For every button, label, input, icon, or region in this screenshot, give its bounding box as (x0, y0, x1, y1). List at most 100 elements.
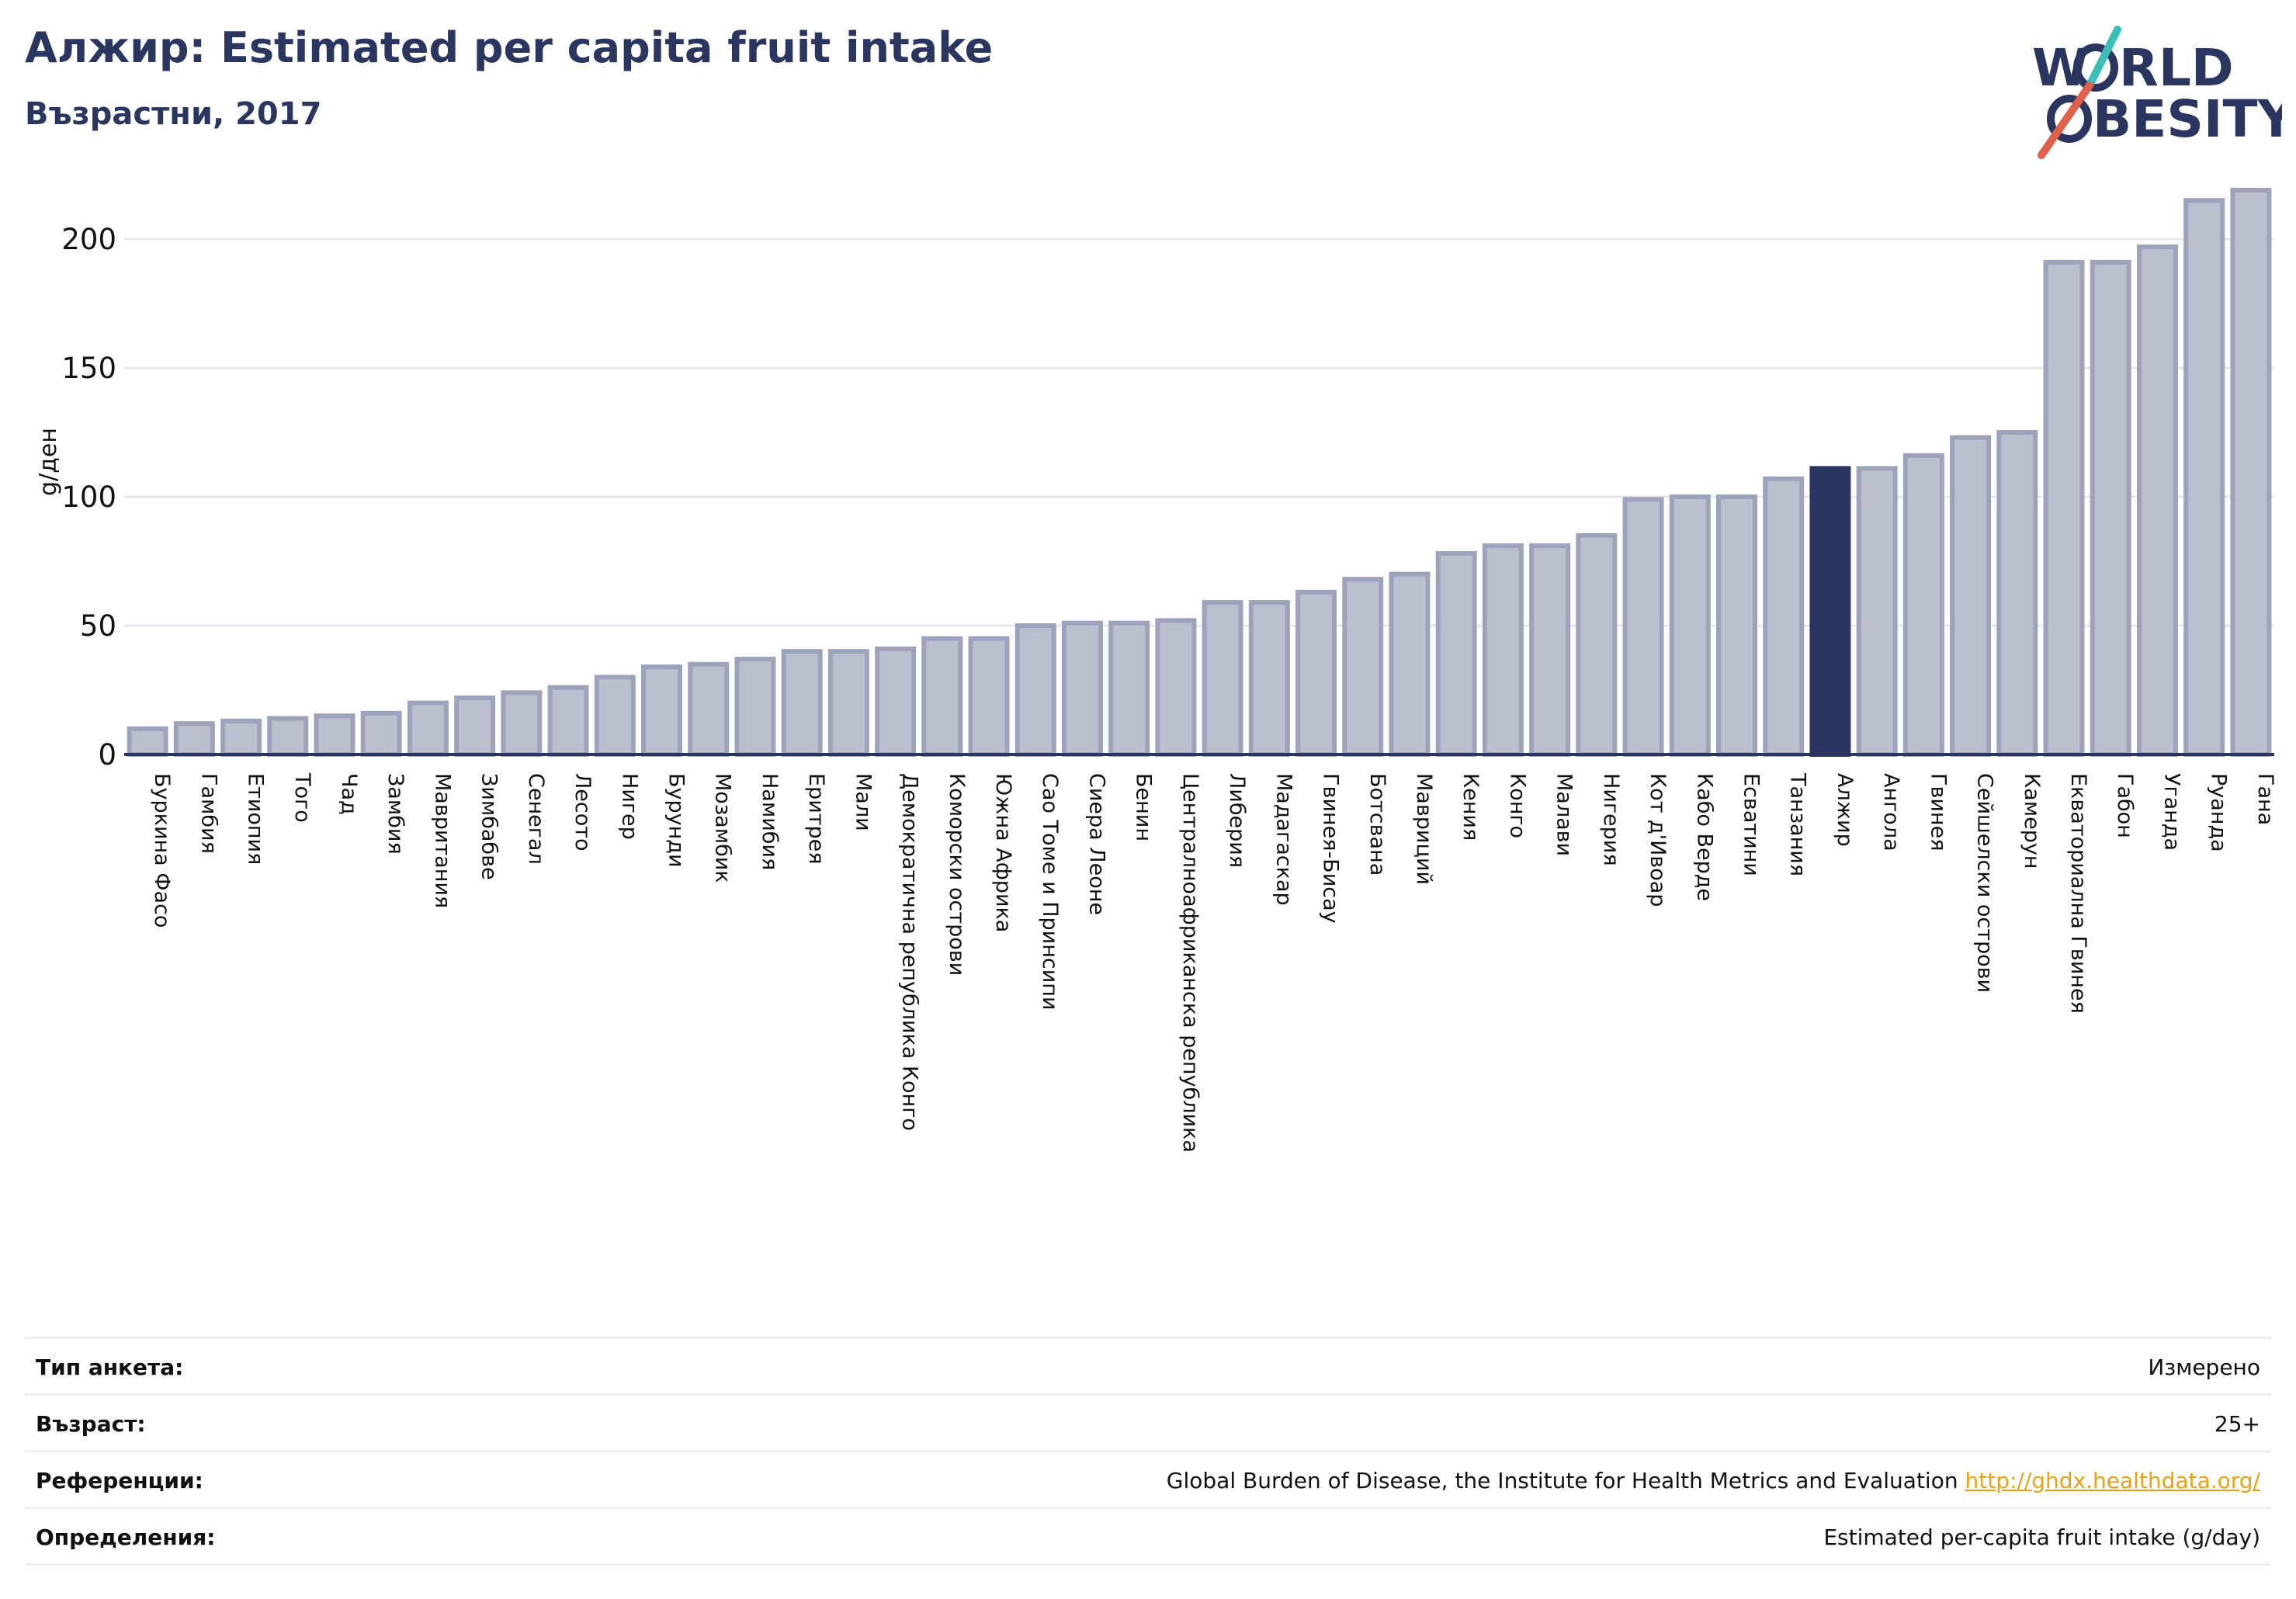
x-tick-label: Габон (2113, 773, 2137, 838)
x-tick-label: Нигер (617, 773, 641, 840)
x-tick-label: Того (290, 772, 314, 823)
bar-chart: 0 50 100 150 200 g/ден Буркина Фасо Гамбия Етиоп… (35, 187, 2277, 1153)
x-tick-label: Сенегал (524, 773, 548, 865)
bar (2043, 259, 2085, 757)
info-row-age: Възраст: 25+ (25, 1393, 2271, 1450)
x-tick-label: Есватини (1739, 773, 1764, 876)
bar (827, 649, 869, 758)
info-label: Тип анкета: (36, 1354, 184, 1380)
x-tick-label: Бурунди (664, 773, 688, 868)
x-tick-label: Централноафриканска република (1178, 773, 1202, 1153)
x-tick-label: Алжир (1833, 773, 1857, 847)
bar (1716, 494, 1757, 757)
bar (1155, 618, 1197, 757)
bar (1014, 623, 1056, 757)
chart-subtitle: Възрастни, 2017 (25, 96, 322, 132)
logo-slash-teal (2086, 26, 2121, 89)
bar (734, 657, 776, 757)
x-tick-label: Буркина Фасо (150, 773, 174, 928)
bar (1108, 620, 1150, 757)
x-tick-label: Танзания (1786, 772, 1810, 876)
x-tick-label: Гвинея-Бисау (1319, 773, 1343, 924)
bar (1342, 577, 1384, 757)
bar (1622, 497, 1664, 757)
x-tick-label: Зимбабве (477, 773, 501, 880)
x-tick-label: Либерия (1225, 773, 1249, 868)
bar (1902, 453, 1944, 757)
bar (501, 690, 543, 758)
bar (781, 649, 823, 758)
chart-title: Алжир: Estimated per capita fruit intake (25, 23, 994, 72)
bar (688, 661, 730, 757)
y-tick-label: 100 (61, 480, 116, 514)
bar (2136, 244, 2178, 757)
bar (968, 636, 1010, 757)
bar (594, 675, 636, 758)
x-tick-label: Кения (1458, 773, 1483, 841)
y-tick-label: 50 (80, 609, 116, 643)
info-value: 25+ (2214, 1411, 2260, 1437)
bar (454, 695, 496, 758)
bar (1389, 571, 1431, 757)
bar (875, 646, 917, 757)
bar (547, 685, 589, 757)
y-tick-label: 150 (61, 352, 116, 385)
bar (1295, 589, 1337, 758)
x-tick-label: Кабо Верде (1692, 773, 1716, 901)
logo-text-world-rest: RLD (2119, 38, 2234, 98)
x-tick-label: Демократична република Конго (898, 773, 922, 1131)
bar (1061, 620, 1103, 757)
x-tick-label: Нигерия (1599, 773, 1623, 866)
bar (1482, 543, 1524, 758)
info-value: Estimated per-capita fruit intake (g/day… (1823, 1524, 2260, 1550)
x-tick-label: Южна Африка (991, 773, 1015, 932)
x-tick-label: Замбия (383, 773, 408, 855)
x-tick-label: Намибия (758, 773, 782, 870)
bar (2183, 198, 2225, 757)
bar (2090, 259, 2131, 757)
reference-link[interactable]: http://ghdx.healthdata.org/ (1965, 1468, 2260, 1493)
x-tick-label: Сао Томе и Принсипи (1038, 773, 1062, 1010)
info-table: Тип анкета: Измерено Възраст: 25+ Рефере… (25, 1337, 2271, 1566)
x-tick-label: Лесото (571, 773, 595, 852)
x-tick-label: Гвинея (1926, 773, 1950, 851)
info-value: Измерено (2148, 1354, 2260, 1380)
bar (1856, 466, 1898, 757)
info-label: Референции: (36, 1468, 203, 1493)
bar (1576, 532, 1618, 757)
x-tick-label: Малави (1552, 773, 1576, 856)
x-tick-label: Ангола (1879, 773, 1903, 852)
x-tick-label: Еритрея (804, 773, 828, 864)
bar (314, 713, 355, 758)
bar (921, 636, 963, 757)
logo-text-obesity: BESITY (2093, 89, 2282, 149)
bar (1669, 494, 1711, 757)
bar (407, 700, 449, 757)
info-row-references: Референции: Global Burden of Disease, th… (25, 1450, 2271, 1507)
bar (1435, 551, 1477, 757)
x-tick-label: Камерун (2020, 773, 2044, 869)
x-tick-label: Мали (851, 773, 875, 831)
info-row-survey-type: Тип анкета: Измерено (25, 1337, 2271, 1393)
x-tick-label: Гана (2253, 773, 2277, 825)
reference-text: Global Burden of Disease, the Institute … (1166, 1468, 1965, 1493)
info-label: Възраст: (36, 1411, 146, 1437)
x-tick-label: Мадагаскар (1271, 773, 1295, 906)
logo-slash-red (2038, 82, 2093, 159)
info-label: Определения: (36, 1524, 216, 1550)
bar-highlight (1809, 466, 1851, 757)
info-value-references: Global Burden of Disease, the Institute … (1167, 1468, 2260, 1493)
bar (1950, 435, 1992, 757)
x-tick-label: Руанда (2207, 773, 2231, 852)
logo-o-obesity (2047, 95, 2092, 143)
x-tick-label: Етиопия (244, 773, 268, 865)
logo-o-world (2073, 43, 2118, 92)
x-tick-label: Ботсвана (1365, 773, 1389, 876)
bar (173, 721, 215, 757)
y-axis-label: g/ден (35, 428, 62, 496)
x-tick-label: Мозамбик (711, 773, 735, 883)
bar (1529, 543, 1571, 758)
bar (1248, 600, 1290, 757)
bar (220, 718, 262, 758)
bar (267, 716, 309, 758)
